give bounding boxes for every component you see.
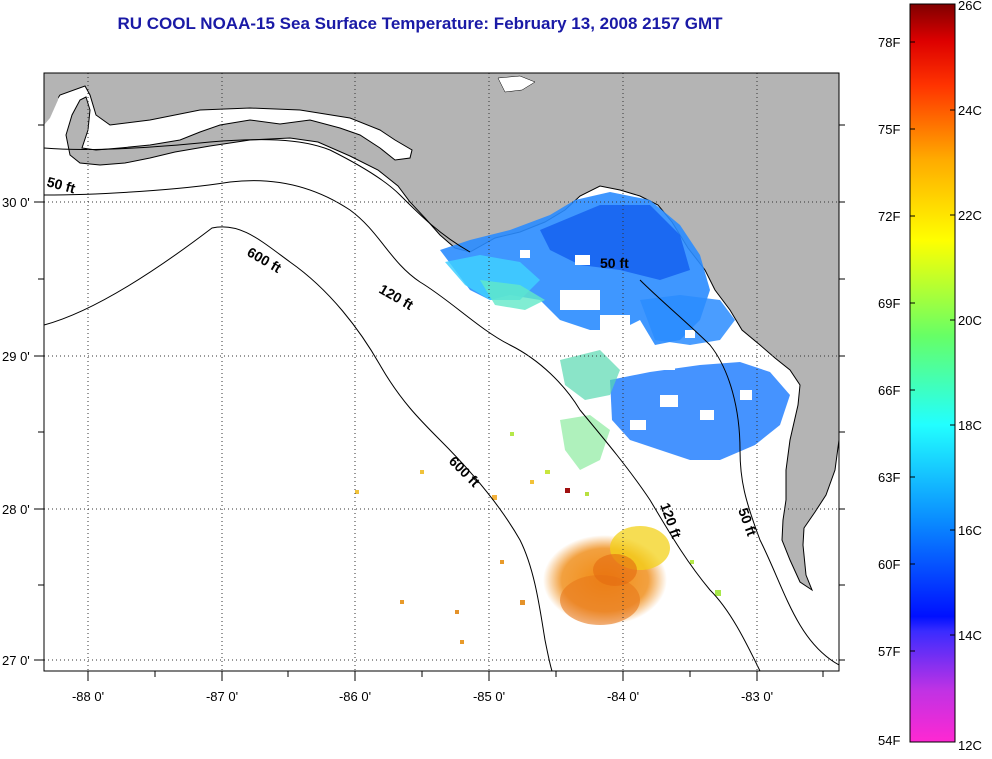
cold-water-region bbox=[440, 192, 790, 470]
contour-120ft bbox=[44, 180, 761, 671]
depth-label-50ft-bigbend: 50 ft bbox=[600, 255, 629, 271]
lon-label: -87 0' bbox=[206, 689, 238, 704]
lon-label: -85 0' bbox=[473, 689, 505, 704]
lon-label: -84 0' bbox=[607, 689, 639, 704]
colorbar-f-label: 63F bbox=[878, 470, 900, 485]
lat-label: 29 0' bbox=[2, 349, 30, 364]
colorbar-f-label: 54F bbox=[878, 733, 900, 748]
lat-label: 27 0' bbox=[2, 653, 30, 668]
colorbar-c-label: 26C bbox=[958, 0, 982, 13]
contour-50ft bbox=[44, 139, 471, 253]
scattered-pixels bbox=[355, 432, 721, 644]
lon-label: -86 0' bbox=[339, 689, 371, 704]
depth-contours bbox=[44, 139, 839, 671]
colorbar-c-label: 20C bbox=[958, 313, 982, 328]
colorbar-f-label: 69F bbox=[878, 296, 900, 311]
colorbar-c-label: 16C bbox=[958, 523, 982, 538]
lat-label: 28 0' bbox=[2, 502, 30, 517]
lat-label: 30 0' bbox=[2, 195, 30, 210]
land-west-edge bbox=[44, 73, 60, 125]
colorbar-f-label: 66F bbox=[878, 383, 900, 398]
colorbar-f-label: 57F bbox=[878, 644, 900, 659]
colorbar-c-label: 24C bbox=[958, 103, 982, 118]
plot-frame bbox=[43, 72, 840, 672]
map-title: RU COOL NOAA-15 Sea Surface Temperature:… bbox=[117, 14, 723, 33]
contour-600ft bbox=[44, 226, 553, 671]
colorbar: 78F 75F 72F 69F 66F 63F 60F 57F 54F 26C … bbox=[878, 0, 982, 753]
colorbar-c-label: 14C bbox=[958, 628, 982, 643]
depth-label-50ft-west: 50 ft bbox=[45, 173, 77, 196]
lake-shape bbox=[497, 75, 536, 93]
cloud-mask bbox=[520, 250, 752, 430]
lon-label: -88 0' bbox=[72, 689, 104, 704]
colorbar-c-label: 12C bbox=[958, 738, 982, 753]
graticule bbox=[44, 73, 839, 671]
colorbar-f-label: 78F bbox=[878, 35, 900, 50]
colorbar-f-label: 75F bbox=[878, 122, 900, 137]
plot-area: 50 ft 600 ft 120 ft 50 ft 600 ft 120 ft … bbox=[44, 73, 839, 671]
colorbar-f-label: 60F bbox=[878, 557, 900, 572]
contour-50ft-east bbox=[639, 279, 839, 666]
land-mass bbox=[44, 73, 839, 592]
colorbar-gradient bbox=[909, 3, 956, 743]
axis-ticks bbox=[34, 124, 845, 681]
colorbar-c-label: 22C bbox=[958, 208, 982, 223]
colorbar-f-label: 72F bbox=[878, 209, 900, 224]
lon-label: -83 0' bbox=[741, 689, 773, 704]
warm-water-region bbox=[543, 526, 670, 625]
colorbar-c-label: 18C bbox=[958, 418, 982, 433]
